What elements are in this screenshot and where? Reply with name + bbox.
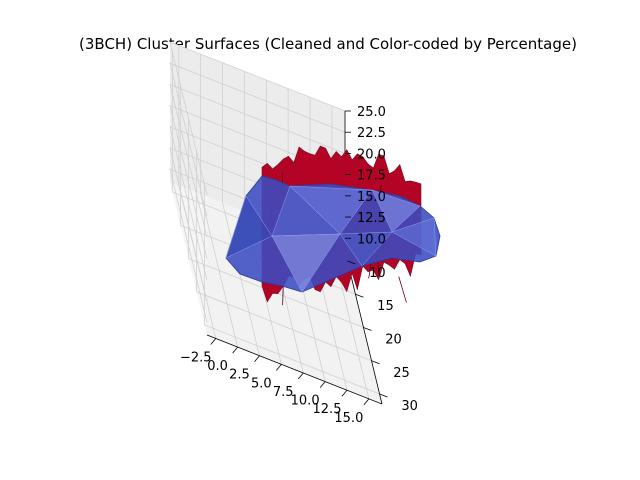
x-tick-label: 10.0 [291, 394, 320, 409]
x-gridline [222, 62, 260, 356]
blue-surface-facet [225, 195, 273, 259]
y-tick-mark [347, 260, 356, 265]
z-axis-ticks: 10.0 12.5 15.0 17.5 20.0 22.5 25.0 [345, 105, 386, 247]
x-tick-label: 2.5 [229, 368, 250, 383]
chart-title: (3BCH) Cluster Surfaces (Cleaned and Col… [79, 35, 577, 53]
y-tick-label: 20 [385, 333, 402, 348]
z-tick-label: 10.0 [357, 232, 386, 247]
y-gridline [204, 185, 380, 395]
blue-surface-facet [371, 189, 421, 233]
blue-surface-facet [339, 231, 393, 267]
x-tick-mark [297, 372, 304, 380]
z-gridline [169, 62, 346, 217]
x-gridline [200, 54, 238, 348]
cluster-surfaces [225, 145, 441, 306]
x-tick-mark [276, 364, 282, 371]
y-gridline [196, 151, 372, 362]
y-tick-label: 30 [401, 399, 418, 414]
z-tick-label: 15.0 [357, 190, 386, 205]
z-tick-label: 12.5 [357, 211, 386, 226]
x-axis-line [206, 334, 383, 405]
z-gridline [169, 41, 346, 196]
x-tick-label: −2.5 [180, 350, 212, 365]
x-tick-label: 0.0 [207, 359, 228, 374]
x-tick-mark [232, 346, 238, 354]
z-tick-label: 25.0 [357, 105, 386, 120]
y-gridline [188, 118, 364, 328]
x-tick-label: 15.0 [334, 411, 363, 426]
y-tick-label: 10 [369, 266, 386, 281]
x-tick-mark [341, 389, 348, 397]
y-tick-mark [371, 360, 380, 365]
z-tick-label: 22.5 [357, 126, 386, 141]
blue-surface-facet [391, 217, 437, 257]
red-surface-crease [398, 276, 407, 303]
x-tick-mark [363, 398, 370, 406]
z-tick-label: 20.0 [357, 147, 386, 162]
x-axis-ticks: −2.50.02.55.07.510.012.515.0 [180, 338, 370, 426]
y-tick-label: 15 [377, 299, 394, 314]
z-gridline [169, 83, 346, 238]
y-tick-mark [379, 393, 388, 398]
x-tick-mark [210, 338, 217, 345]
x-tick-mark [319, 381, 326, 388]
y-tick-mark [355, 293, 364, 298]
blue-surface-facet [271, 233, 341, 293]
x-tick-label: 12.5 [313, 402, 342, 417]
y-tick-mark [363, 327, 372, 331]
z-tick-label: 17.5 [357, 169, 386, 184]
x-tick-label: 7.5 [273, 385, 294, 400]
x-tick-label: 5.0 [251, 376, 272, 391]
y-tick-label: 25 [393, 366, 410, 381]
x-tick-mark [254, 355, 260, 362]
y-axis-ticks: 10 15 20 25 30 [347, 260, 418, 414]
z-gridline [169, 104, 346, 259]
